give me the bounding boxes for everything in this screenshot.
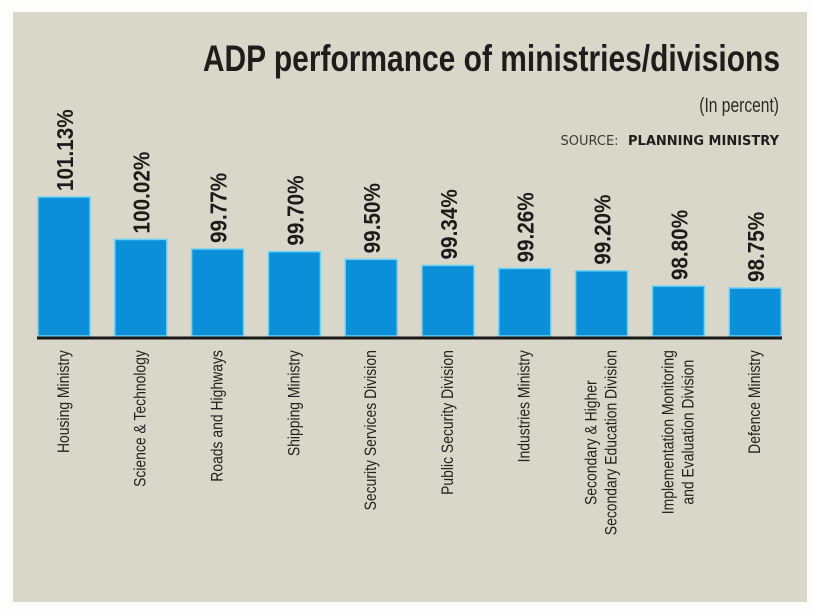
category-labels-group: Housing Ministry Science & Technology Road… (55, 350, 765, 535)
category-label-line: Science & Technology (132, 350, 151, 487)
bar-10 (728, 287, 782, 337)
category-label-line: Security Services Division (362, 350, 381, 510)
bar-6 (421, 264, 475, 337)
category-label-1: Housing Ministry (55, 350, 74, 453)
value-labels-group: 101.13% 100.02% 99.77% 99.70% 99.50% 99.34% 99… (52, 109, 769, 282)
value-label-9: 98.80% (666, 210, 692, 280)
value-label-10: 98.75% (743, 212, 769, 282)
source-prefix: SOURCE: (561, 134, 619, 149)
chart-header: ADP performance of ministries/divisions … (203, 39, 780, 149)
category-label-6: Public Security Division (439, 350, 458, 495)
category-label-line: Implementation Monitoring (659, 350, 678, 514)
category-label-line: Housing Ministry (55, 350, 74, 453)
value-label-1: 101.13% (52, 109, 78, 191)
bar-1 (37, 196, 91, 337)
category-label-10: Defence Ministry (746, 350, 765, 454)
category-label-line: Industries Ministry (516, 350, 535, 462)
category-label-7: Industries Ministry (516, 350, 535, 462)
category-label-line: Shipping Ministry (285, 350, 304, 456)
value-label-5: 99.50% (359, 183, 385, 253)
category-label-4: Shipping Ministry (285, 350, 304, 456)
category-label-5: Security Services Division (362, 350, 381, 510)
category-label-line: Secondary & Higher (582, 380, 601, 505)
category-label-line: Public Security Division (439, 350, 458, 495)
category-label-2: Science & Technology (132, 350, 151, 487)
bars-group (37, 196, 782, 337)
category-label-9: Implementation Monitoring and Evaluation … (659, 350, 698, 514)
value-label-7: 99.26% (513, 192, 539, 262)
bar-5 (344, 258, 398, 337)
category-label-3: Roads and Highways (208, 350, 227, 482)
source-name: PLANNING MINISTRY (628, 134, 780, 149)
bar-9 (651, 285, 706, 337)
value-label-6: 99.34% (436, 189, 462, 259)
category-label-line: and Evaluation Division (679, 360, 698, 505)
chart-subtitle: (In percent) (699, 94, 779, 116)
category-label-line: Roads and Highways (208, 350, 227, 482)
bar-3 (190, 248, 245, 337)
category-label-line: Secondary Education Division (602, 350, 621, 535)
bar-2 (114, 238, 168, 337)
value-label-3: 99.77% (205, 173, 231, 243)
value-label-2: 100.02% (129, 152, 155, 234)
chart-source: SOURCE: PLANNING MINISTRY (561, 132, 780, 149)
bar-4 (267, 250, 322, 337)
bar-7 (498, 267, 552, 337)
bar-8 (574, 270, 629, 337)
category-label-8: Secondary & Higher Secondary Education Di… (582, 350, 621, 535)
chart-title: ADP performance of ministries/divisions (203, 39, 780, 80)
value-label-8: 99.20% (589, 195, 615, 265)
value-label-4: 99.70% (282, 175, 308, 245)
category-label-line: Defence Ministry (746, 350, 765, 454)
